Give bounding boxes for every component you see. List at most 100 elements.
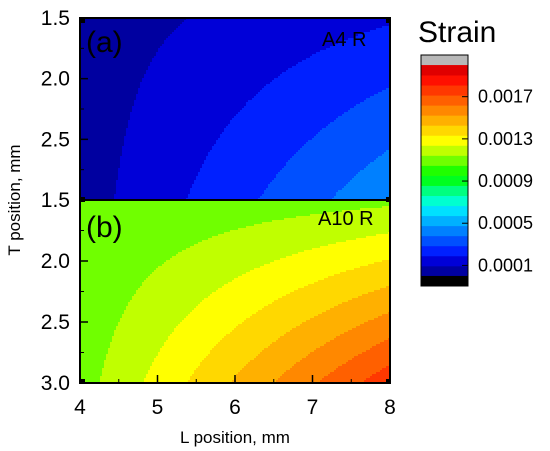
contour-cell	[220, 24, 223, 27]
contour-cell	[278, 22, 281, 25]
contour-cell	[274, 22, 277, 25]
contour-cell	[154, 28, 157, 31]
contour-cell	[272, 18, 275, 21]
contour-cell	[306, 24, 309, 27]
contour-cell	[346, 20, 349, 23]
contour-cell	[162, 24, 165, 27]
contour-cell	[140, 22, 143, 25]
contour-cell	[148, 22, 151, 25]
contour-cell	[208, 20, 211, 23]
contour-cell	[190, 28, 193, 31]
contour-cell	[86, 22, 89, 25]
contour-cell	[288, 20, 291, 23]
contour-cell	[304, 20, 307, 23]
contour-cell	[142, 26, 145, 29]
contour-cell	[362, 18, 365, 21]
contour-cell	[362, 20, 365, 23]
contour-cell	[282, 20, 285, 23]
contour-cell	[90, 30, 93, 33]
contour-cell	[108, 18, 111, 21]
contour-cell	[382, 18, 385, 21]
contour-cell	[142, 18, 145, 21]
contour-cell	[232, 22, 235, 25]
contour-cell	[382, 26, 385, 29]
contour-cell	[234, 28, 237, 31]
contour-cell	[170, 26, 173, 29]
contour-cell	[140, 26, 143, 29]
contour-cell	[218, 20, 221, 23]
contour-cell	[156, 26, 159, 29]
contour-cell	[240, 18, 243, 21]
contour-cell	[88, 20, 91, 23]
contour-cell	[326, 18, 329, 21]
contour-cell	[202, 24, 205, 27]
contour-cell	[100, 24, 103, 27]
contour-cell	[384, 24, 387, 27]
contour-cell	[380, 26, 383, 29]
contour-cell	[350, 20, 353, 23]
contour-cell	[280, 22, 283, 25]
contour-cell	[110, 18, 113, 21]
contour-cell	[302, 20, 305, 23]
contour-cell	[122, 26, 125, 29]
contour-cell	[170, 18, 173, 21]
contour-cell	[82, 24, 85, 27]
contour-cell	[270, 24, 273, 27]
contour-cell	[262, 18, 265, 21]
contour-cell	[206, 24, 209, 27]
contour-cell	[172, 26, 175, 29]
contour-cell	[102, 22, 105, 25]
contour-cell	[268, 22, 271, 25]
contour-cell	[136, 28, 139, 31]
contour-cell	[234, 18, 237, 21]
contour-cell	[210, 28, 213, 31]
contour-cell	[126, 18, 129, 21]
contour-cell	[286, 18, 289, 21]
contour-cell	[384, 22, 387, 25]
contour-cell	[150, 22, 153, 25]
contour-cell	[226, 22, 229, 25]
contour-cell	[194, 22, 197, 25]
contour-cell	[368, 18, 371, 21]
contour-cell	[376, 24, 379, 27]
contour-cell	[340, 22, 343, 25]
contour-cell	[360, 26, 363, 29]
contour-cell	[118, 22, 121, 25]
contour-cell	[328, 28, 331, 31]
contour-cell	[144, 24, 147, 27]
contour-cell	[240, 28, 243, 31]
contour-cell	[196, 28, 199, 31]
contour-cell	[224, 22, 227, 25]
contour-cell	[284, 24, 287, 27]
contour-cell	[80, 28, 83, 31]
contour-cell	[184, 22, 187, 25]
contour-cell	[164, 18, 167, 21]
contour-cell	[228, 22, 231, 25]
contour-cell	[330, 18, 333, 21]
contour-cell	[112, 20, 115, 23]
contour-cell	[190, 26, 193, 29]
contour-cell	[258, 18, 261, 21]
contour-cell	[266, 20, 269, 23]
contour-cell	[168, 28, 171, 31]
contour-cell	[152, 24, 155, 27]
contour-cell	[94, 20, 97, 23]
contour-cell	[228, 20, 231, 23]
contour-cell	[190, 18, 193, 21]
contour-cell	[264, 28, 267, 31]
contour-cell	[278, 28, 281, 31]
contour-cell	[350, 22, 353, 25]
contour-cell	[266, 22, 269, 25]
contour-cell	[188, 28, 191, 31]
contour-cell	[334, 18, 337, 21]
panel-a-contours	[80, 18, 390, 200]
contour-cell	[384, 20, 387, 23]
panel-a: (a) A4 R 1.52.02.5	[41, 7, 391, 201]
contour-cell	[332, 18, 335, 21]
contour-cell	[124, 24, 127, 27]
contour-cell	[128, 18, 131, 21]
contour-cell	[326, 22, 329, 25]
contour-cell	[312, 24, 315, 27]
contour-cell	[160, 20, 163, 23]
contour-cell	[144, 18, 147, 21]
